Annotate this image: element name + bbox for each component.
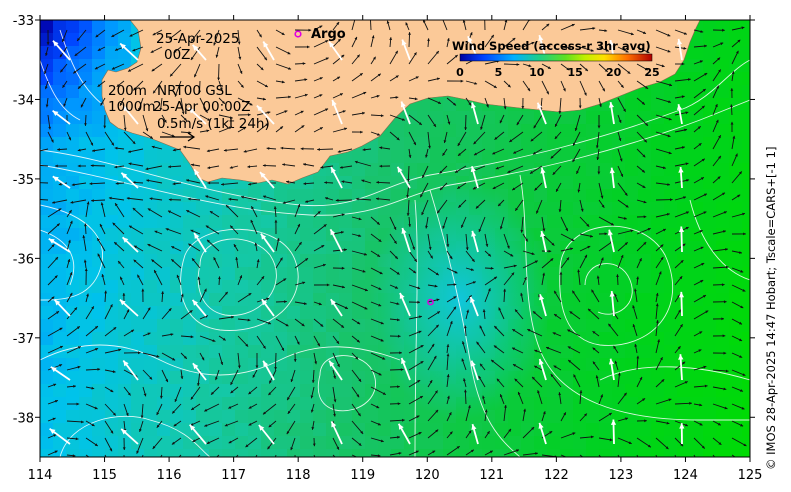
x-tick-label: 116 xyxy=(157,468,182,483)
colorbar-tick-label: 0 xyxy=(456,66,464,79)
colorbar-gradient xyxy=(459,53,653,62)
x-tick-label: 123 xyxy=(608,468,633,483)
argo-legend-label: Argo xyxy=(311,27,346,42)
x-tick-label: 121 xyxy=(479,468,504,483)
y-tick-label: -35 xyxy=(13,173,34,188)
date-label: 25-Apr-2025 xyxy=(156,31,239,47)
colorbar-tick-label: 25 xyxy=(644,66,659,79)
latitude-axis: -33 -34 -35 -36 -37 -38 xyxy=(13,14,755,426)
colorbar-title: Wind Speed (access-r 3hr avg) xyxy=(452,39,651,53)
y-tick-label: -36 xyxy=(13,252,34,267)
y-tick-label: -34 xyxy=(13,93,34,108)
depth-label-200: 200m xyxy=(108,83,147,99)
vector-scale-label: 0.5m/s (1kt 24h) xyxy=(157,116,270,132)
colorbar-tick-label: 10 xyxy=(529,66,545,79)
x-tick-label: 125 xyxy=(738,468,763,483)
vector-scale-arrow xyxy=(160,132,196,142)
argo-float-marker xyxy=(427,298,434,306)
y-tick-label: -33 xyxy=(13,14,34,29)
map-border xyxy=(39,19,751,458)
product-time-label: 25-Apr 00:00Z xyxy=(153,99,251,115)
argo-legend-marker xyxy=(294,30,302,38)
x-tick-label: 114 xyxy=(28,468,53,483)
colorbar-tick-label: 5 xyxy=(495,66,503,79)
time-label: 00Z xyxy=(164,47,190,63)
x-tick-label: 115 xyxy=(92,468,117,483)
longitude-axis: 114 115 116 117 118 119 120 121 122 123 124 125 xyxy=(28,15,763,483)
credit-text: © IMOS 28-Apr-2025 14:47 Hobart; Tscale=… xyxy=(764,146,778,470)
product-label: NRT00 GSL xyxy=(157,83,232,99)
current-vectors xyxy=(40,20,747,457)
colorbar-tick-label: 15 xyxy=(568,66,583,79)
temperature-contours xyxy=(40,29,750,457)
x-tick-label: 124 xyxy=(673,468,698,483)
cyan-patch xyxy=(370,180,550,420)
x-tick-label: 122 xyxy=(544,468,569,483)
x-tick-label: 117 xyxy=(221,468,246,483)
map-area xyxy=(40,20,750,457)
colorbar-tick-label: 20 xyxy=(606,66,622,79)
y-tick-label: -37 xyxy=(13,332,34,347)
colorbar: Wind Speed (access-r 3hr avg) 0 5 10 15 20 25 xyxy=(452,39,660,79)
x-tick-label: 119 xyxy=(350,468,375,483)
wind-arrows xyxy=(48,34,685,445)
y-tick-label: -38 xyxy=(13,411,34,426)
x-tick-label: 120 xyxy=(415,468,440,483)
x-tick-label: 118 xyxy=(286,468,311,483)
depth-label-1000: 1000m xyxy=(108,99,156,115)
